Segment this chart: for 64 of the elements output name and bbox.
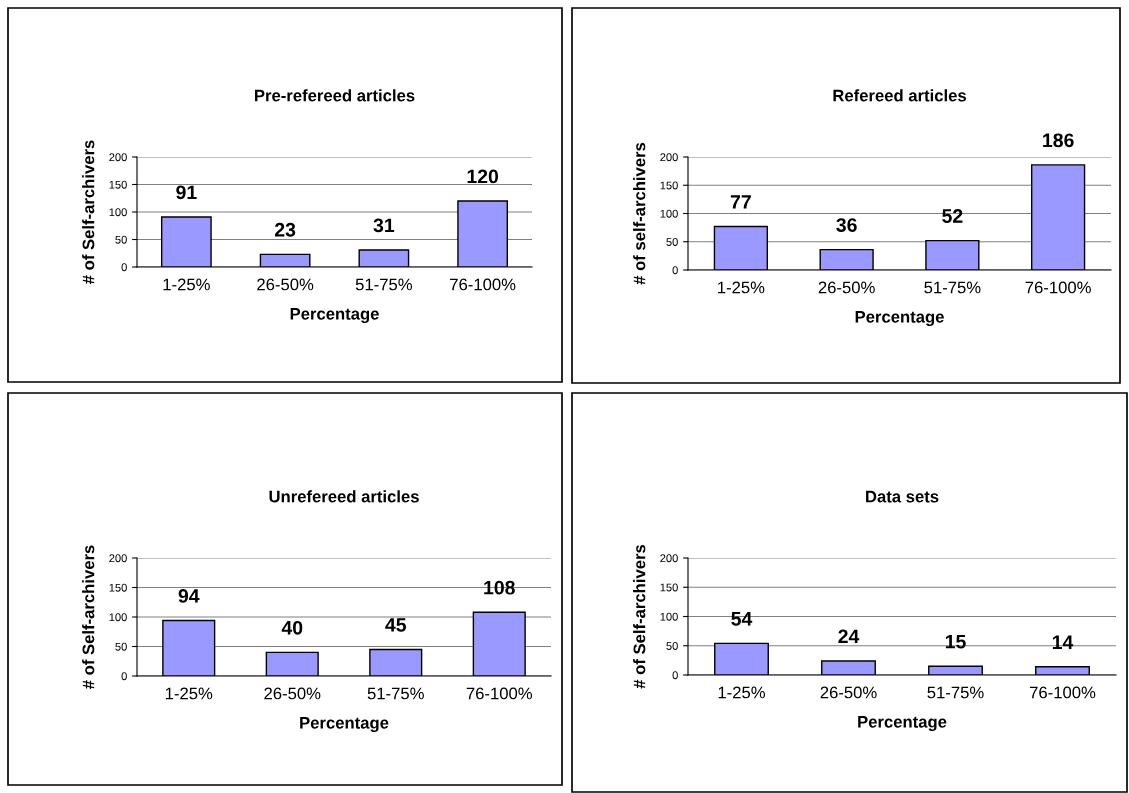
data-label: 186: [1043, 133, 1074, 148]
y-tick-label: 150: [660, 583, 678, 592]
y-tick-label: 0: [672, 671, 678, 680]
data-label: 36: [836, 218, 857, 232]
data-label: 14: [1052, 635, 1074, 649]
y-tick-label: 50: [666, 238, 678, 246]
x-axis-title: Percentage: [855, 311, 944, 327]
y-tick-label: 100: [660, 209, 678, 218]
data-label: 108: [484, 580, 515, 595]
y-tick-label: 200: [109, 153, 127, 162]
y-tick-label: 50: [115, 642, 127, 651]
data-label: 77: [730, 195, 751, 209]
y-tick-label: 50: [115, 235, 127, 244]
x-tick-label: 51-75%: [355, 278, 413, 291]
y-tick-label: 200: [660, 554, 678, 563]
y-axis-title: # of self-archivers: [633, 142, 646, 285]
x-tick-label: 51-75%: [367, 687, 424, 700]
y-tick-label: 150: [660, 181, 678, 190]
x-tick-label: 1-25%: [165, 687, 213, 700]
x-tick-label: 76-100%: [1030, 686, 1096, 699]
x-axis-title: Percentage: [858, 716, 947, 732]
x-tick-label: 76-100%: [1025, 281, 1091, 294]
y-axis-title: # of Self-archivers: [82, 140, 95, 284]
x-axis-title: Percentage: [300, 717, 389, 733]
y-tick-label: 200: [660, 153, 678, 162]
x-tick-label: 76-100%: [450, 278, 516, 291]
y-axis-title: # of Self-archivers: [82, 545, 95, 689]
data-label: 45: [385, 618, 407, 632]
data-label: 15: [945, 634, 966, 649]
y-tick-label: 150: [109, 583, 127, 592]
y-tick-label: 0: [121, 263, 127, 272]
y-tick-label: 0: [121, 672, 127, 681]
data-label: 23: [274, 222, 296, 237]
x-tick-label: 76-100%: [466, 687, 533, 700]
data-label: 31: [373, 218, 395, 233]
data-label: 24: [838, 629, 860, 644]
y-tick-label: 100: [109, 613, 127, 622]
chart-title: Data sets: [866, 490, 939, 503]
data-label: 94: [178, 589, 200, 603]
x-tick-label: 1-25%: [718, 686, 765, 699]
x-tick-label: 26-50%: [264, 687, 321, 700]
y-tick-label: 200: [109, 554, 127, 563]
data-label: 54: [731, 612, 753, 626]
x-axis-title: Percentage: [290, 308, 379, 324]
data-label: 52: [942, 209, 963, 223]
data-label: 91: [176, 185, 197, 200]
y-tick-label: 0: [672, 266, 678, 275]
y-tick-label: 100: [109, 208, 127, 217]
x-tick-label: 1-25%: [718, 281, 765, 294]
chart-title: Unrefereed articles: [269, 490, 419, 503]
data-label: 40: [281, 620, 303, 635]
x-tick-label: 51-75%: [924, 281, 981, 294]
x-tick-label: 51-75%: [927, 686, 984, 699]
chart-title: Refereed articles: [833, 89, 966, 102]
y-tick-label: 100: [660, 612, 678, 621]
x-tick-label: 26-50%: [820, 686, 877, 699]
x-tick-label: 1-25%: [163, 278, 210, 291]
chart-title: Pre-refereed articles: [255, 89, 415, 102]
x-tick-label: 26-50%: [818, 281, 875, 294]
y-tick-label: 150: [109, 180, 127, 189]
y-axis-title: # of Self-archivers: [633, 544, 646, 689]
y-tick-label: 50: [666, 642, 678, 650]
data-label: 120: [467, 169, 499, 184]
x-tick-label: 26-50%: [257, 278, 314, 291]
